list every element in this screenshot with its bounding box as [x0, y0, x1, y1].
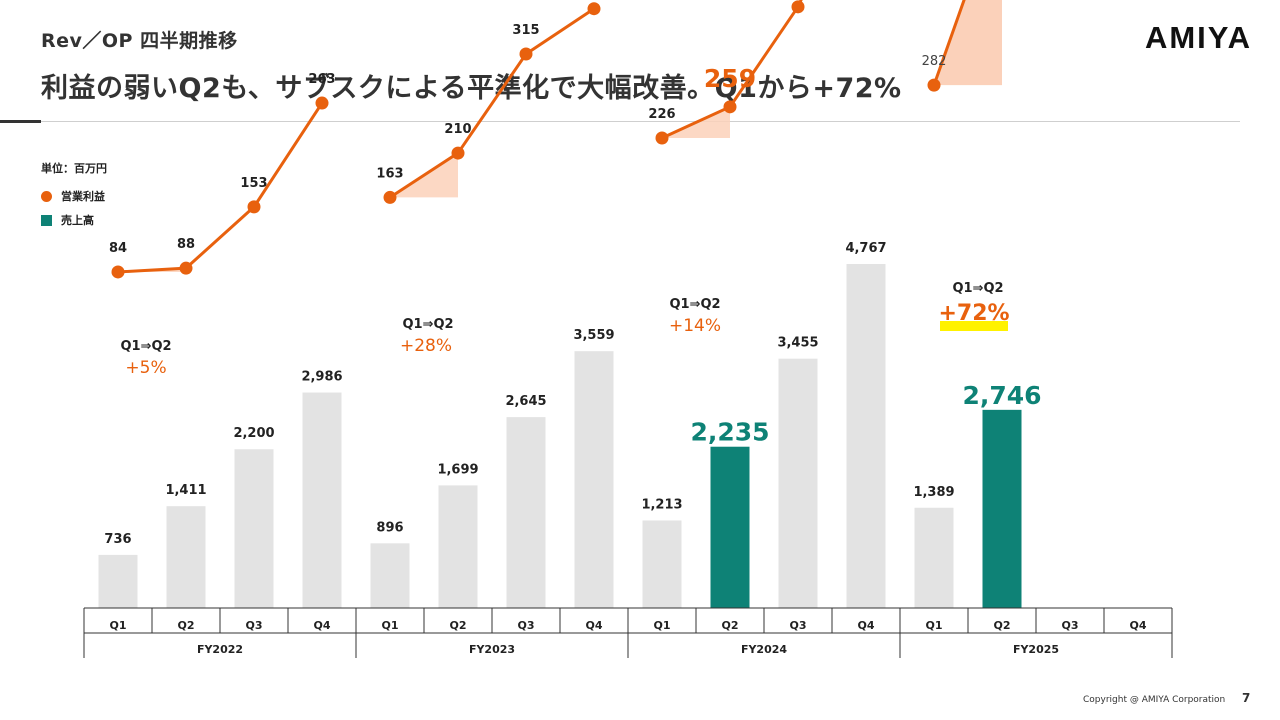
fiscal-year-label: FY2023 — [469, 643, 515, 656]
revenue-bar — [778, 358, 818, 608]
quarter-tick-label: Q4 — [1129, 619, 1146, 632]
quarter-tick-label: Q4 — [857, 619, 874, 632]
revenue-bar-label: 3,559 — [573, 328, 614, 343]
revenue-bar — [370, 543, 410, 608]
header-accent-rule — [0, 120, 41, 123]
growth-annotation-value: +72% — [938, 301, 1009, 326]
revenue-bar — [302, 392, 342, 608]
op-marker — [519, 47, 533, 61]
op-label: 263 — [308, 72, 335, 87]
op-label: 88 — [177, 237, 195, 252]
quarter-tick-label: Q2 — [721, 619, 738, 632]
quarter-tick-label: Q2 — [177, 619, 194, 632]
revenue-bar — [914, 507, 954, 608]
legend-item-rev: 売上高 — [41, 212, 94, 228]
quarter-tick-label: Q2 — [993, 619, 1010, 632]
revenue-bar — [166, 506, 206, 608]
revenue-bar-label: 2,200 — [233, 426, 274, 441]
growth-annotation-value: +14% — [669, 316, 721, 336]
page-number: 7 — [1242, 691, 1251, 705]
op-marker — [451, 146, 465, 160]
op-label: 153 — [240, 176, 267, 191]
op-line — [661, 0, 803, 140]
header-divider — [0, 121, 1240, 122]
growth-annotation-label: Q1⇒Q2 — [402, 317, 453, 332]
op-marker — [723, 100, 737, 114]
growth-annotation-label: Q1⇒Q2 — [952, 281, 1003, 296]
revenue-bar — [506, 417, 546, 608]
fiscal-year-label: FY2022 — [197, 643, 243, 656]
op-label: 84 — [109, 241, 127, 256]
quarter-tick-label: Q1 — [925, 619, 942, 632]
growth-annotation-value: +28% — [400, 336, 452, 356]
op-marker — [383, 190, 397, 204]
op-line — [389, 7, 595, 199]
quarter-tick-label: Q3 — [517, 619, 534, 632]
fiscal-year-label: FY2025 — [1013, 643, 1059, 656]
op-line — [117, 102, 324, 274]
op-marker — [111, 265, 125, 279]
op-label: 282 — [922, 54, 947, 69]
revenue-bar — [710, 446, 750, 608]
amiya-logo: AMIYA — [1144, 20, 1252, 55]
growth-annotation-value: +5% — [125, 358, 166, 378]
growth-triangle — [934, 0, 1002, 86]
op-label: 210 — [444, 122, 471, 137]
quarter-tick-label: Q3 — [789, 619, 806, 632]
revenue-bar-label: 1,411 — [165, 483, 206, 498]
legend-rev-label: 売上高 — [61, 214, 94, 227]
revenue-bar — [574, 351, 614, 608]
quarter-tick-label: Q1 — [381, 619, 398, 632]
legend-rev-marker — [41, 214, 52, 226]
legend-op-marker — [41, 190, 52, 202]
op-marker — [587, 2, 601, 16]
growth-annotation-label: Q1⇒Q2 — [120, 339, 171, 354]
quarter-tick-label: Q3 — [1061, 619, 1078, 632]
unit-label: 単位：百万円 — [41, 162, 107, 175]
revenue-bar — [438, 485, 478, 608]
revenue-bar-label: 736 — [104, 532, 131, 547]
revenue-bar-label: 1,389 — [913, 485, 954, 500]
fiscal-year-label: FY2024 — [741, 643, 787, 656]
quarter-tick-label: Q1 — [109, 619, 126, 632]
growth-annotation-label: Q1⇒Q2 — [669, 297, 720, 312]
op-marker — [179, 261, 193, 275]
revenue-bar — [642, 520, 682, 608]
quarter-tick-label: Q4 — [585, 619, 602, 632]
op-label: 163 — [376, 166, 403, 181]
revenue-bar-label: 2,986 — [301, 370, 342, 385]
op-marker — [655, 131, 669, 145]
slide-headline: 利益の弱いQ2も、サブスクによる平準化で大幅改善。Q1から+72% — [41, 73, 902, 104]
legend-op-label: 営業利益 — [61, 190, 105, 203]
op-marker — [927, 78, 941, 92]
legend-item-op: 営業利益 — [41, 188, 105, 204]
quarter-tick-label: Q4 — [313, 619, 330, 632]
slide-subtitle: Rev／OP 四半期推移 — [41, 30, 238, 52]
quarter-tick-label: Q3 — [245, 619, 262, 632]
op-marker — [315, 96, 329, 110]
highlight-marker — [940, 321, 1008, 331]
revenue-bar-label: 2,235 — [690, 418, 769, 447]
revenue-bar-label: 2,746 — [962, 381, 1041, 410]
revenue-bar — [234, 449, 274, 608]
revenue-bar-label: 4,767 — [845, 241, 886, 256]
op-line — [932, 0, 966, 86]
op-label: 226 — [648, 107, 675, 122]
revenue-bar-label: 1,213 — [641, 497, 682, 512]
revenue-bar-label: 3,455 — [777, 336, 818, 351]
revenue-bar — [846, 264, 886, 608]
revenue-bar-label: 2,645 — [505, 394, 546, 409]
quarter-tick-label: Q2 — [449, 619, 466, 632]
revenue-bar — [982, 409, 1022, 608]
revenue-bar-label: 896 — [376, 520, 403, 535]
op-marker — [791, 0, 805, 14]
op-marker — [247, 200, 261, 214]
revenue-bar — [98, 554, 138, 608]
op-label: 315 — [512, 23, 539, 38]
op-label: 259 — [704, 64, 756, 93]
revenue-bar-label: 1,699 — [437, 462, 478, 477]
quarter-tick-label: Q1 — [653, 619, 670, 632]
copyright-text: Copyright @ AMIYA Corporation — [1083, 695, 1226, 705]
